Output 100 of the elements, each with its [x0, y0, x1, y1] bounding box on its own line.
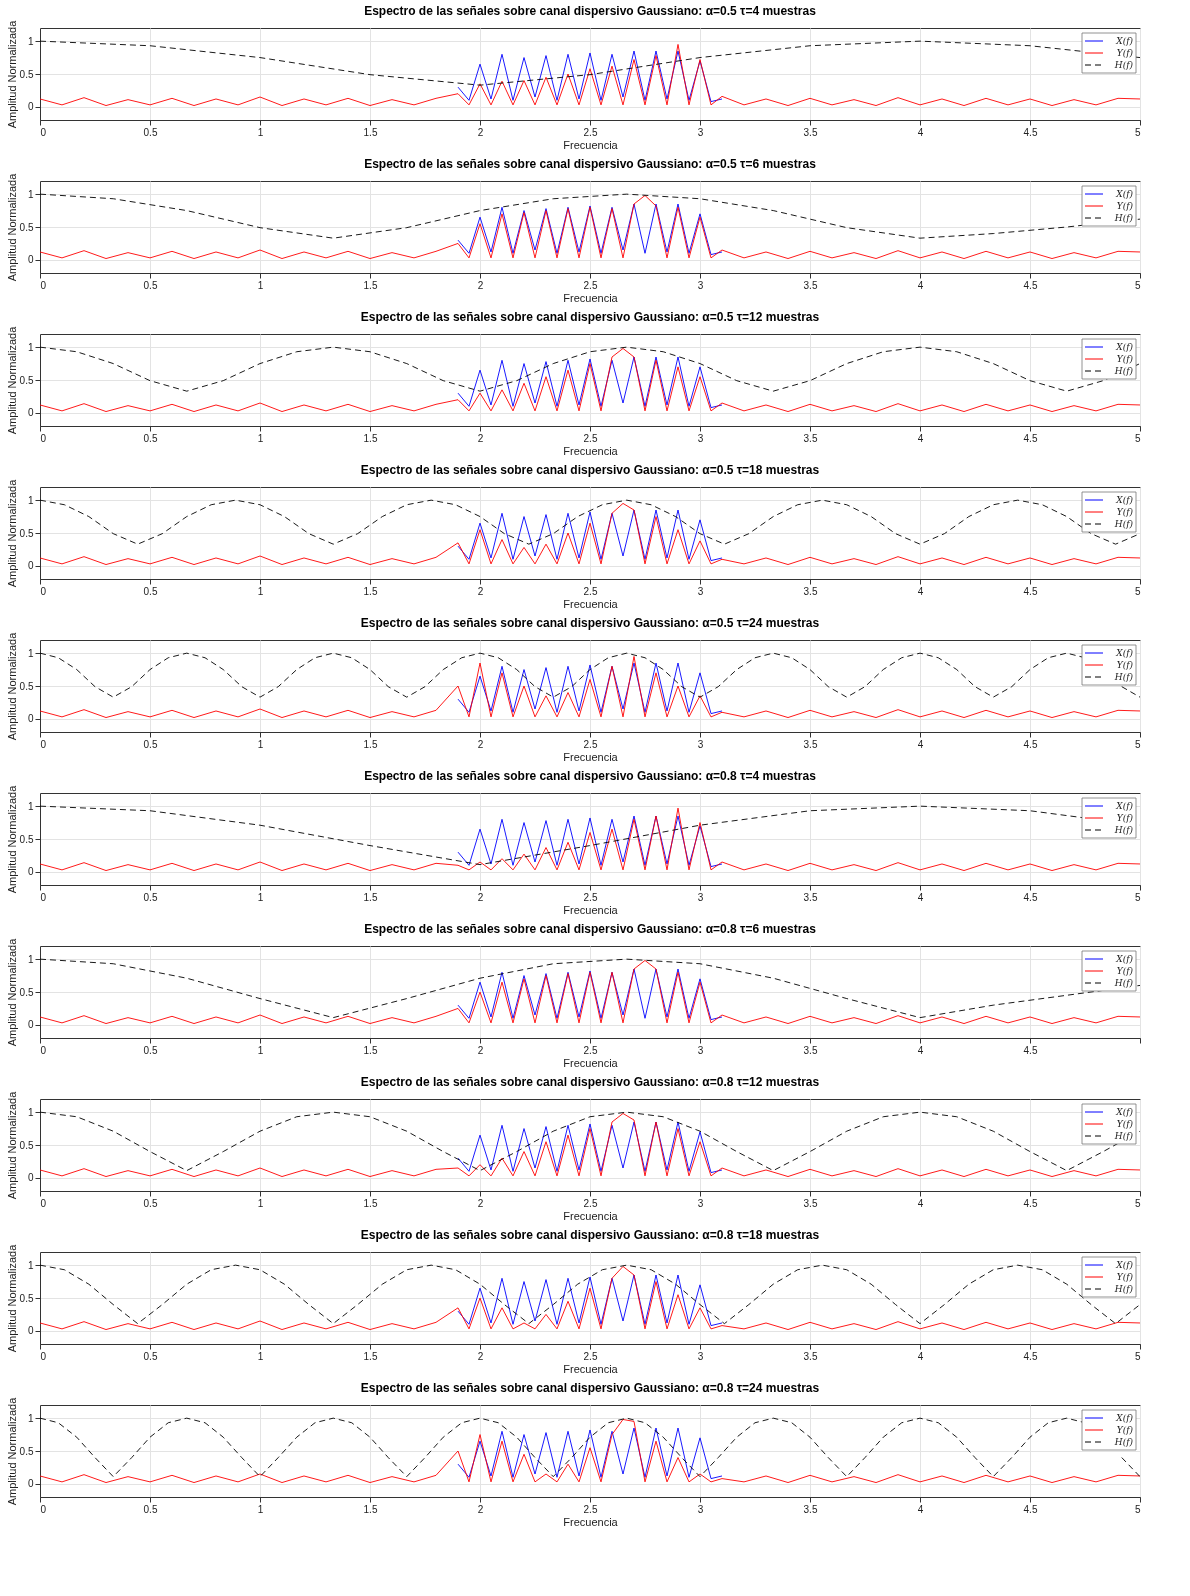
y-axis-title: Amplitud Normalizada	[5, 1243, 18, 1353]
x-axis-title: Frecuencia	[563, 750, 619, 763]
legend-label: Y(f)	[1116, 813, 1134, 823]
x-tick-label: 0	[40, 738, 47, 750]
legend-label: Y(f)	[1116, 966, 1134, 976]
legend-label: X(f)	[1115, 648, 1134, 658]
x-tick-label: 0	[40, 1503, 47, 1515]
x-tick-label: 2	[477, 738, 484, 750]
x-axis-title: Frecuencia	[563, 597, 619, 610]
y-tick-label: 0.5	[19, 527, 34, 539]
x-tick-label: 0.5	[143, 1044, 158, 1056]
y-tick-label: 0	[27, 560, 34, 572]
legend-label: Y(f)	[1116, 1272, 1134, 1282]
x-tick-label: 3.5	[803, 279, 818, 291]
legend-label: X(f)	[1115, 189, 1134, 199]
legend-label: X(f)	[1115, 954, 1134, 964]
x-tick-label: 1	[257, 126, 264, 138]
x-tick-label: 4.5	[1023, 891, 1038, 903]
x-tick-label: 1	[257, 585, 264, 597]
y-tick-label: 1	[27, 953, 34, 965]
x-tick-label: 5	[1134, 1503, 1141, 1515]
x-tick-label: 1	[257, 891, 264, 903]
y-axis-title: Amplitud Normalizada	[5, 325, 18, 435]
chart-title: Espectro de las señales sobre canal dispersivo Gaussiano: α=0.5 τ=24 muestras	[360, 616, 820, 631]
y-tick-label: 0	[27, 254, 34, 266]
legend-label: X(f)	[1115, 1260, 1134, 1270]
chart-title: Espectro de las señales sobre canal dispersivo Gaussiano: α=0.5 τ=6 muestras	[364, 157, 817, 172]
x-tick-label: 3	[697, 738, 704, 750]
x-tick-label: 1.5	[363, 1044, 378, 1056]
x-axis-title: Frecuencia	[563, 1362, 619, 1375]
chart-title: Espectro de las señales sobre canal dispersivo Gaussiano: α=0.5 τ=12 muestras	[360, 310, 820, 325]
legend-label: Y(f)	[1116, 660, 1134, 670]
x-tick-label: 4.5	[1023, 1044, 1038, 1056]
x-tick-label: 5	[1134, 738, 1141, 750]
x-tick-label: 2.5	[583, 126, 598, 138]
x-tick-label: 3.5	[803, 891, 818, 903]
x-tick-label: 0	[40, 126, 47, 138]
y-tick-label: 0	[27, 1019, 34, 1031]
x-tick-label: 4	[917, 432, 924, 444]
x-tick-label: 3	[697, 585, 704, 597]
x-tick-label: 2.5	[583, 1503, 598, 1515]
legend-label: H(f)	[1113, 825, 1134, 835]
chart-title: Espectro de las señales sobre canal dispersivo Gaussiano: α=0.8 τ=18 muestras	[360, 1228, 820, 1243]
x-axis-title: Frecuencia	[563, 1056, 619, 1069]
x-axis-title: Frecuencia	[563, 903, 619, 916]
chart-title: Espectro de las señales sobre canal dispersivo Gaussiano: α=0.5 τ=4 muestras	[364, 4, 817, 19]
x-axis-title: Frecuencia	[563, 1209, 619, 1222]
y-tick-label: 1	[27, 1259, 34, 1271]
line-series	[457, 1274, 723, 1327]
legend-label: H(f)	[1113, 60, 1134, 70]
x-tick-label: 0.5	[143, 126, 158, 138]
x-tick-label: 1	[257, 279, 264, 291]
line-series	[457, 356, 723, 409]
y-tick-label: 0	[27, 1172, 34, 1184]
x-tick-label: 2.5	[583, 432, 598, 444]
x-tick-label: 4	[917, 1350, 924, 1362]
x-tick-label: 2.5	[583, 585, 598, 597]
x-axis-title: Frecuencia	[563, 1515, 619, 1528]
x-tick-label: 1	[257, 432, 264, 444]
legend-label: Y(f)	[1116, 48, 1134, 58]
x-tick-label: 4	[917, 738, 924, 750]
line-series	[457, 50, 723, 103]
x-axis-title: Frecuencia	[563, 138, 619, 151]
x-tick-label: 0	[40, 1197, 47, 1209]
y-tick-label: 1	[27, 494, 34, 506]
legend-label: Y(f)	[1116, 507, 1134, 517]
x-tick-label: 0	[40, 432, 47, 444]
x-tick-label: 3	[697, 891, 704, 903]
x-tick-label: 3.5	[803, 1503, 818, 1515]
x-tick-label: 3.5	[803, 738, 818, 750]
line-series	[457, 815, 723, 868]
y-tick-label: 1	[27, 1412, 34, 1424]
y-tick-label: 0.5	[19, 680, 34, 692]
x-tick-label: 4.5	[1023, 1197, 1038, 1209]
y-tick-label: 1	[27, 35, 34, 47]
x-tick-label: 1	[257, 1197, 264, 1209]
x-axis-title: Frecuencia	[563, 291, 619, 304]
x-tick-label: 3.5	[803, 1044, 818, 1056]
x-tick-label: 4	[917, 1503, 924, 1515]
x-tick-label: 0.5	[143, 279, 158, 291]
x-tick-label: 0	[40, 585, 47, 597]
chart-title: Espectro de las señales sobre canal dispersivo Gaussiano: α=0.8 τ=24 muestras	[360, 1381, 820, 1396]
y-tick-label: 0.5	[19, 833, 34, 845]
x-tick-label: 2	[477, 1503, 484, 1515]
x-tick-label: 4.5	[1023, 279, 1038, 291]
y-tick-label: 0.5	[19, 68, 34, 80]
x-tick-label: 0	[40, 891, 47, 903]
x-tick-label: 0	[40, 1044, 47, 1056]
chart-title: Espectro de las señales sobre canal dispersivo Gaussiano: α=0.8 τ=12 muestras	[360, 1075, 820, 1090]
x-tick-label: 0.5	[143, 891, 158, 903]
x-tick-label: 2	[477, 1350, 484, 1362]
y-tick-label: 0.5	[19, 1445, 34, 1457]
line-series	[457, 1427, 723, 1480]
legend-label: H(f)	[1113, 1284, 1134, 1294]
x-tick-label: 0	[40, 279, 47, 291]
legend-label: H(f)	[1113, 366, 1134, 376]
x-tick-label: 3	[697, 1503, 704, 1515]
x-tick-label: 1	[257, 738, 264, 750]
x-tick-label: 5	[1134, 891, 1141, 903]
x-tick-label: 0.5	[143, 432, 158, 444]
